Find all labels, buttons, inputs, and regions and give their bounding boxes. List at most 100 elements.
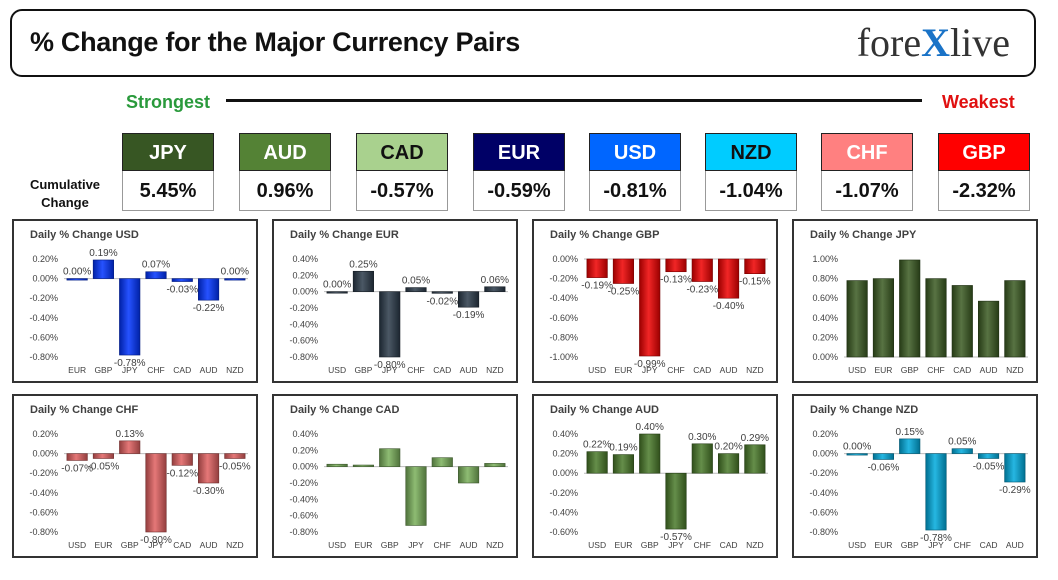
x-tick-label: JPY <box>668 540 684 550</box>
x-tick-label: CAD <box>980 540 998 550</box>
bar-aud <box>458 466 480 484</box>
y-tick-label: 0.20% <box>32 429 58 439</box>
bar-chf <box>431 457 453 467</box>
bar-gbp <box>899 438 921 454</box>
data-label: 0.00% <box>221 267 249 278</box>
data-label: -0.05% <box>973 462 1005 473</box>
x-tick-label: EUR <box>354 540 372 550</box>
x-tick-label: GBP <box>121 540 139 550</box>
data-label: -0.05% <box>219 462 251 473</box>
x-tick-label: GBP <box>901 540 919 550</box>
y-tick-label: 0.00% <box>552 254 578 264</box>
y-tick-label: -0.20% <box>549 488 578 498</box>
chart-title: Daily % Change CHF <box>30 404 138 416</box>
bar-gbp <box>352 270 374 292</box>
bar-gbp <box>899 259 921 358</box>
x-tick-label: GBP <box>94 365 112 375</box>
x-tick-label: CHF <box>694 540 711 550</box>
data-label: 0.05% <box>948 437 976 448</box>
bar-chf <box>925 278 947 358</box>
x-tick-label: NZD <box>486 365 503 375</box>
data-label: 0.00% <box>323 280 351 291</box>
x-tick-label: EUR <box>874 365 892 375</box>
bar-gbp <box>379 448 401 467</box>
y-tick-label: 0.00% <box>32 274 58 284</box>
bar-gbp <box>92 259 114 279</box>
cumulative-change-value: -2.32% <box>938 171 1030 211</box>
x-tick-label: CAD <box>720 540 738 550</box>
bar-cad <box>978 453 1000 459</box>
y-tick-label: 0.80% <box>812 274 838 284</box>
y-tick-label: -0.60% <box>289 511 318 521</box>
bar-jpy <box>379 291 401 358</box>
data-label: -0.99% <box>634 359 666 370</box>
bar-eur <box>352 464 374 467</box>
y-tick-label: -0.80% <box>289 352 318 362</box>
currency-box-jpy: JPY 5.45% <box>122 133 214 211</box>
cumulative-change-value: 5.45% <box>122 171 214 211</box>
data-label: -0.03% <box>166 285 198 296</box>
bar-nzd <box>744 258 766 274</box>
data-label: 0.00% <box>63 267 91 278</box>
currency-box-nzd: NZD -1.04% <box>705 133 797 211</box>
logo-text-right: live <box>950 20 1010 65</box>
data-label: -0.78% <box>920 533 952 544</box>
x-tick-label: NZD <box>226 365 243 375</box>
x-tick-label: JPY <box>382 365 398 375</box>
strength-range-line <box>226 99 922 102</box>
x-tick-label: AUD <box>200 540 218 550</box>
data-label: -0.06% <box>868 462 900 473</box>
data-label: 0.13% <box>116 429 144 440</box>
chart-title: Daily % Change CAD <box>290 404 399 416</box>
bar-aud <box>198 278 220 301</box>
x-tick-label: USD <box>848 540 866 550</box>
bar-chf <box>665 258 687 273</box>
forexlive-logo[interactable]: foreXlive <box>857 19 1010 66</box>
bar-eur <box>872 453 894 460</box>
bar-chf <box>951 448 973 454</box>
y-tick-label: -0.20% <box>29 468 58 478</box>
x-tick-label: EUR <box>874 540 892 550</box>
y-tick-label: 0.00% <box>32 449 58 459</box>
data-label: 0.30% <box>688 432 716 443</box>
bar-chart: Daily % Change USD 0.20% 0.00% -0.20% -0.40%… <box>29 229 249 375</box>
chart-panel-nzd: Daily % Change NZD 0.20% 0.00% -0.20% -0.40%… <box>792 394 1038 558</box>
chart-panel-chf: Daily % Change CHF 0.20% 0.00% -0.20% -0.40%… <box>12 394 258 558</box>
x-tick-label: AUD <box>200 365 218 375</box>
currency-box-gbp: GBP -2.32% <box>938 133 1030 211</box>
y-tick-label: -0.60% <box>289 336 318 346</box>
y-tick-label: -0.80% <box>29 352 58 362</box>
bar-usd <box>846 280 868 358</box>
y-tick-label: -0.60% <box>549 527 578 537</box>
x-tick-label: EUR <box>614 540 632 550</box>
data-label: -0.13% <box>660 275 692 286</box>
bar-cad <box>171 453 193 466</box>
chart-title: Daily % Change EUR <box>290 229 399 241</box>
data-label: 0.05% <box>402 276 430 287</box>
data-label: -0.15% <box>739 277 771 288</box>
x-tick-label: JPY <box>122 365 138 375</box>
bar-jpy <box>405 466 427 526</box>
x-tick-label: JPY <box>928 540 944 550</box>
y-tick-label: -0.80% <box>809 527 838 537</box>
y-tick-label: -0.40% <box>809 488 838 498</box>
x-tick-label: AUD <box>980 365 998 375</box>
y-tick-label: 0.40% <box>812 313 838 323</box>
bar-chart: Daily % Change JPY 1.00% 0.80% 0.60% 0.40% 0.… <box>810 229 1028 375</box>
weakest-label: Weakest <box>942 92 1015 112</box>
data-label: -0.78% <box>114 358 146 369</box>
currency-name: JPY <box>122 133 214 171</box>
data-label: 0.25% <box>349 259 377 270</box>
x-tick-label: CAD <box>173 540 191 550</box>
currency-box-cad: CAD -0.57% <box>356 133 448 211</box>
bar-aud <box>978 300 1000 358</box>
data-label: 0.00% <box>843 442 871 453</box>
x-tick-label: EUR <box>614 365 632 375</box>
x-tick-label: CHF <box>927 365 944 375</box>
cumulative-label-line2: Change <box>41 195 89 210</box>
bar-cad <box>171 278 193 282</box>
logo-x: X <box>921 20 951 65</box>
x-tick-label: AUD <box>460 540 478 550</box>
chart-panel-gbp: Daily % Change GBP 0.00% -0.20% -0.40% -0.60… <box>532 219 778 383</box>
bar-jpy <box>925 453 947 531</box>
